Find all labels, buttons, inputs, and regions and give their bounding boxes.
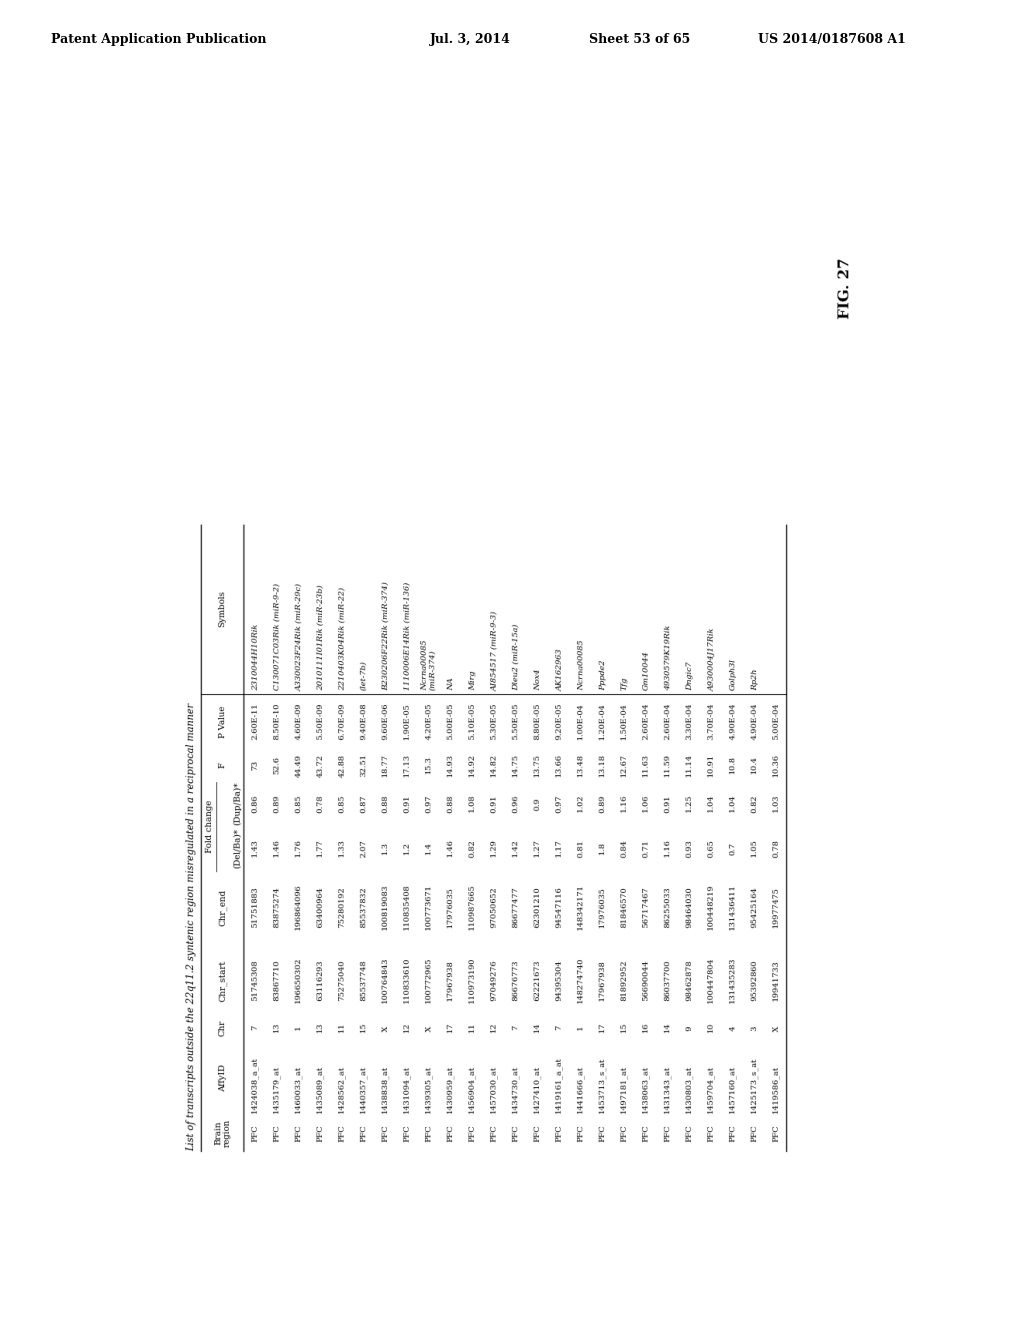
Text: Jul. 3, 2014: Jul. 3, 2014 — [430, 33, 511, 46]
Text: Sheet 53 of 65: Sheet 53 of 65 — [589, 33, 690, 46]
Text: Patent Application Publication: Patent Application Publication — [51, 33, 266, 46]
Text: US 2014/0187608 A1: US 2014/0187608 A1 — [758, 33, 905, 46]
